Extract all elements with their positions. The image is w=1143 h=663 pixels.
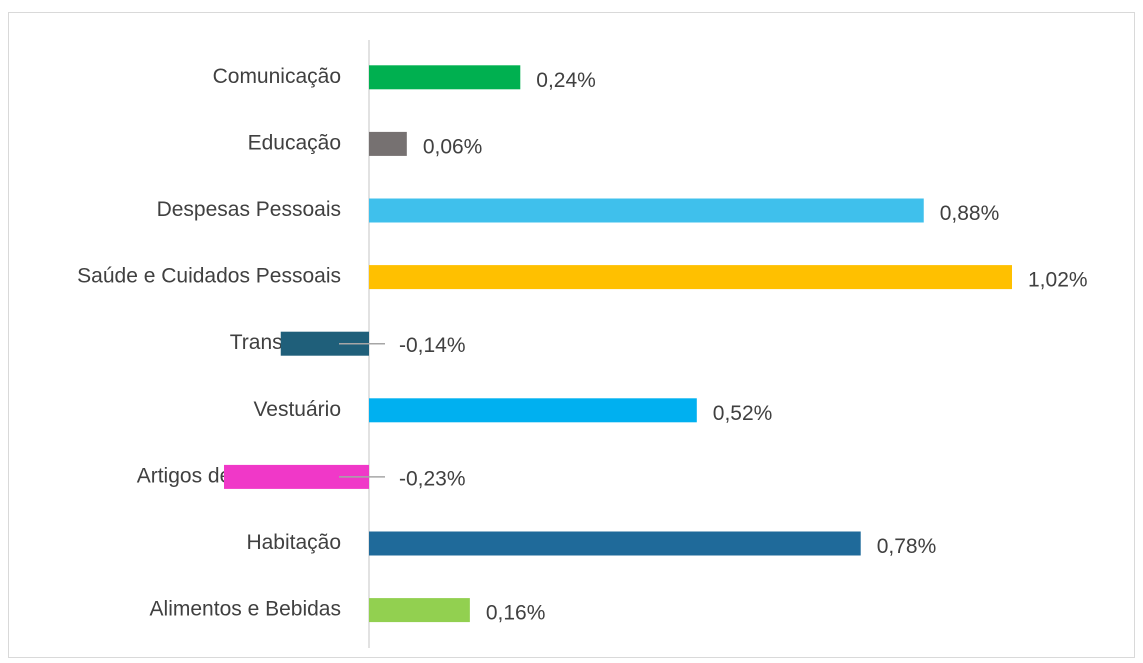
value-label: 0,78%: [877, 535, 937, 558]
value-label: -0,23%: [399, 467, 466, 490]
category-label: Educação: [248, 131, 341, 154]
category-label: Alimentos e Bebidas: [150, 598, 341, 621]
bar: [369, 598, 470, 623]
bar: [369, 265, 1012, 290]
category-label: Habitação: [246, 531, 341, 554]
value-label: 0,88%: [940, 202, 1000, 225]
bar: [369, 531, 861, 556]
value-label: 0,16%: [486, 602, 546, 625]
value-label: 0,52%: [713, 402, 773, 425]
bar: [369, 198, 924, 223]
value-label: 1,02%: [1028, 269, 1088, 292]
value-label: -0,14%: [399, 334, 466, 357]
bar: [369, 398, 697, 423]
bar: [369, 131, 407, 156]
value-label: 0,06%: [423, 135, 483, 158]
category-label: Despesas Pessoais: [157, 198, 341, 221]
chart-frame: [8, 12, 1135, 658]
category-label: Comunicação: [213, 65, 341, 88]
bar: [369, 65, 521, 90]
value-label: 0,24%: [536, 69, 596, 92]
category-label: Saúde e Cuidados Pessoais: [77, 265, 341, 288]
category-label: Vestuário: [253, 398, 341, 421]
